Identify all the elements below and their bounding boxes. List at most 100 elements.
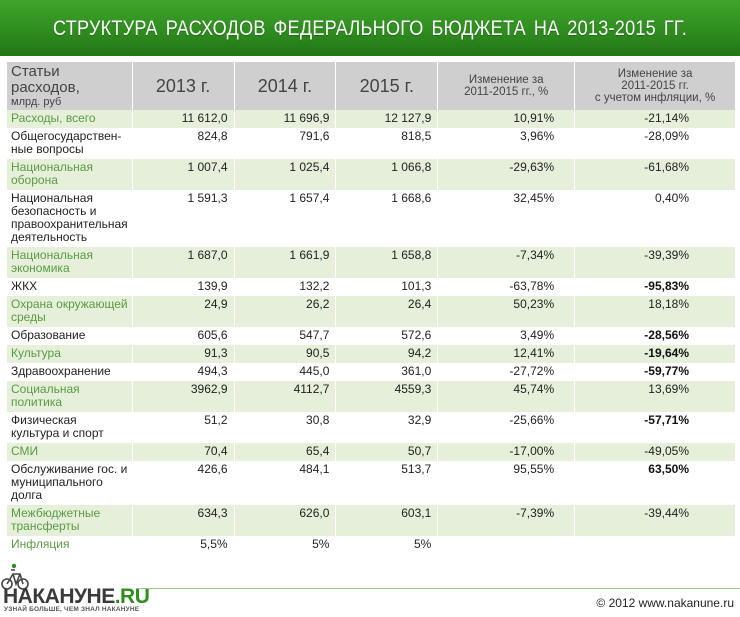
row-label: Инфляция xyxy=(7,536,133,554)
header-items-unit: млрд. руб xyxy=(11,95,62,108)
row-label: Межбюджетные трансферты xyxy=(7,505,133,536)
cell-2013: 426,6 xyxy=(132,461,235,505)
table-row: СМИ 70,4 65,4 50,7 -17,00% -49,05% xyxy=(7,443,735,461)
cell-2014: 90,5 xyxy=(234,345,337,363)
cell-change-inflation: -28,09% xyxy=(575,128,735,159)
cell-change-inflation: -59,77% xyxy=(575,363,735,381)
row-label: Национальная безопасность и правоохранит… xyxy=(7,190,133,247)
header-items-label: Статьи расходов, xyxy=(11,62,80,96)
table-row: Социальная политика 3962,9 4112,7 4559,3 45,… xyxy=(7,381,735,412)
table-row: Национальная экономика 1 687,0 1 661,9 1 65… xyxy=(7,247,735,278)
cell-2013: 494,3 xyxy=(132,363,235,381)
header-2013: 2013 г. xyxy=(132,62,235,110)
cell-change-inflation: -28,56% xyxy=(575,327,735,345)
cell-2015: 26,4 xyxy=(336,296,439,327)
budget-table: Статьи расходов, млрд. руб 2013 г. 2014 … xyxy=(7,62,735,554)
row-label: Охрана окружающей среды xyxy=(7,296,133,327)
cell-2015: 1 066,8 xyxy=(336,159,439,190)
cell-2013: 51,2 xyxy=(132,412,235,443)
row-label: Физическая культура и спорт xyxy=(7,412,133,443)
header-change-line1: Изменение за xyxy=(468,74,544,86)
table-row: Национальная безопасность и правоохранит… xyxy=(7,190,735,247)
cell-2015: 12 127,9 xyxy=(336,110,439,128)
table-row: Межбюджетные трансферты 634,3 626,0 603,1 -7… xyxy=(7,505,735,536)
cell-change-inflation: -57,71% xyxy=(575,412,735,443)
cell-change: -25,66% xyxy=(438,412,576,443)
cell-change-inflation xyxy=(575,536,735,554)
cell-change-inflation: 0,40% xyxy=(575,190,735,247)
title-banner xyxy=(0,0,740,56)
header-change: Изменение за 2011-2015 гг., % xyxy=(438,62,576,110)
header-change-inflation: Изменение за 2011-2015 гг. с учетом инфл… xyxy=(575,62,735,110)
cell-2013: 824,8 xyxy=(132,128,235,159)
row-label: Обслуживание гос. и муниципального долга xyxy=(7,461,133,505)
cell-2015: 50,7 xyxy=(336,443,439,461)
cell-2013: 139,9 xyxy=(132,278,235,296)
row-label: Образование xyxy=(7,327,133,345)
table-row: Физическая культура и спорт 51,2 30,8 32,9-… xyxy=(7,412,735,443)
cell-2014: 484,1 xyxy=(234,461,337,505)
table-row: ЖКХ 139,9 132,2 101,3 -63,78% -95,83% xyxy=(7,278,735,296)
cell-2013: 1 591,3 xyxy=(132,190,235,247)
cell-2014: 4112,7 xyxy=(234,381,337,412)
logo-tagline: УЗНАЙ БОЛЬШЕ, ЧЕМ ЗНАЛ НАКАНУНЕ xyxy=(4,606,140,613)
row-label: Здравоохранение xyxy=(7,363,133,381)
cell-2014: 791,6 xyxy=(234,128,337,159)
cell-2015: 1 668,6 xyxy=(336,190,439,247)
cell-2015: 5% xyxy=(336,536,439,554)
cell-change: 10,91% xyxy=(438,110,576,128)
cell-change-inflation: -95,83% xyxy=(575,278,735,296)
cell-2015: 1 658,8 xyxy=(336,247,439,278)
table-row: Образование 605,6 547,7 572,6 3,49% -28,56% xyxy=(7,327,735,345)
cell-change: 45,74% xyxy=(438,381,576,412)
cell-2013: 605,6 xyxy=(132,327,235,345)
cell-change: -17,00% xyxy=(438,443,576,461)
table-row: Национальная оборона 1 007,4 1 025,4 1 066,… xyxy=(7,159,735,190)
row-label: ЖКХ xyxy=(7,278,133,296)
cell-2014: 626,0 xyxy=(234,505,337,536)
cell-2014: 445,0 xyxy=(234,363,337,381)
cell-2013: 1 007,4 xyxy=(132,159,235,190)
cell-2014: 5% xyxy=(234,536,337,554)
cell-change-inflation: -39,39% xyxy=(575,247,735,278)
table-header: Статьи расходов, млрд. руб 2013 г. 2014 … xyxy=(7,62,735,110)
cell-2015: 94,2 xyxy=(336,345,439,363)
table-row: Культура 91,3 90,5 94,2 12,41% -19,64% xyxy=(7,345,735,363)
cell-change-inflation: -21,14% xyxy=(575,110,735,128)
row-label: Общегосударствен-ные вопросы xyxy=(7,128,133,159)
cell-2014: 65,4 xyxy=(234,443,337,461)
cell-change: 3,96% xyxy=(438,128,576,159)
cell-change-inflation: 13,69% xyxy=(575,381,735,412)
row-label: СМИ xyxy=(7,443,133,461)
footer-divider xyxy=(136,588,740,589)
cell-2014: 132,2 xyxy=(234,278,337,296)
cell-2013: 11 612,0 xyxy=(132,110,235,128)
cell-2014: 30,8 xyxy=(234,412,337,443)
row-label: Культура xyxy=(7,345,133,363)
cell-change-inflation: 63,50% xyxy=(575,461,735,505)
cell-2015: 32,9 xyxy=(336,412,439,443)
cell-2015: 572,6 xyxy=(336,327,439,345)
cell-change: -7,34% xyxy=(438,247,576,278)
page-title: СТРУКТУРА РАСХОДОВ ФЕДЕРАЛЬНОГО БЮДЖЕТА … xyxy=(53,17,687,40)
cell-2013: 3962,9 xyxy=(132,381,235,412)
cell-2013: 70,4 xyxy=(132,443,235,461)
logo-ru: .RU xyxy=(114,585,150,608)
cell-change-inflation: -61,68% xyxy=(575,159,735,190)
cell-change-inflation: -49,05% xyxy=(575,443,735,461)
cell-change-inflation: -19,64% xyxy=(575,345,735,363)
table-body: Расходы, всего 11 612,0 11 696,9 12 127,9 10… xyxy=(7,110,735,554)
cell-2014: 1 657,4 xyxy=(234,190,337,247)
bicycle-icon xyxy=(1,563,29,590)
cell-change: -63,78% xyxy=(438,278,576,296)
cell-2015: 361,0 xyxy=(336,363,439,381)
cell-2014: 1 661,9 xyxy=(234,247,337,278)
cell-change: -29,63% xyxy=(438,159,576,190)
cell-change: 50,23% xyxy=(438,296,576,327)
cell-change xyxy=(438,536,576,554)
cell-2014: 1 025,4 xyxy=(234,159,337,190)
cell-2015: 4559,3 xyxy=(336,381,439,412)
cell-2014: 547,7 xyxy=(234,327,337,345)
cell-2014: 26,2 xyxy=(234,296,337,327)
cell-2013: 24,9 xyxy=(132,296,235,327)
